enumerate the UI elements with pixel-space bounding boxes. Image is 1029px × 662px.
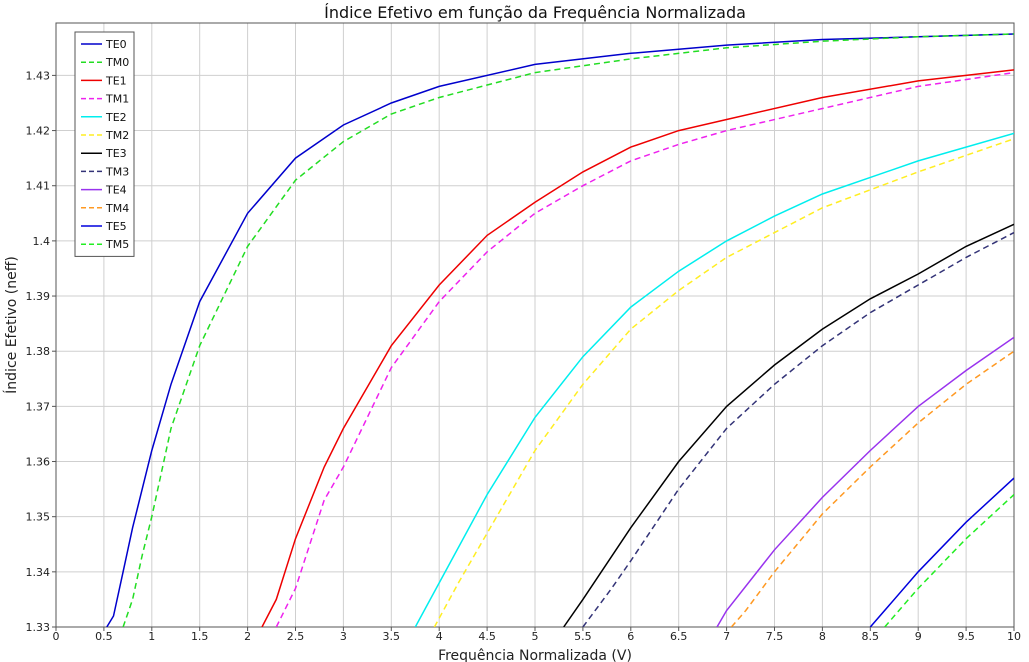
x-tick-label: 9 <box>915 630 922 643</box>
legend-label-te1: TE1 <box>105 74 127 87</box>
chart-title: Índice Efetivo em função da Frequência N… <box>324 3 746 22</box>
legend-label-tm3: TM3 <box>105 165 129 178</box>
x-axis-title: Frequência Normalizada (V) <box>438 648 632 662</box>
legend-label-te3: TE3 <box>105 147 127 160</box>
y-tick-label: 1.41 <box>26 180 51 193</box>
legend-label-te2: TE2 <box>105 111 127 124</box>
x-tick-label: 5 <box>532 630 539 643</box>
legend-label-tm0: TM0 <box>105 56 129 69</box>
x-tick-label: 2 <box>244 630 251 643</box>
series-line-te3 <box>563 223 1014 627</box>
x-tick-label: 5.5 <box>574 630 592 643</box>
x-tick-label: 4 <box>436 630 443 643</box>
x-tick-label: 4.5 <box>478 630 496 643</box>
legend-label-tm2: TM2 <box>105 129 129 142</box>
series-line-te2 <box>414 132 1014 627</box>
x-tick-label: 1.5 <box>191 630 209 643</box>
x-tick-label: 9.5 <box>957 630 975 643</box>
series-line-te0 <box>106 33 1014 627</box>
legend-box <box>74 31 135 257</box>
series-line-tm3 <box>582 231 1014 627</box>
y-tick-label: 1.34 <box>26 566 51 579</box>
y-tick-label: 1.37 <box>26 400 51 413</box>
series-line-te4 <box>716 336 1014 627</box>
x-tick-label: 0 <box>53 630 60 643</box>
x-tick-label: 6 <box>627 630 634 643</box>
y-tick-label: 1.42 <box>26 125 51 138</box>
x-axis: 0 0.5 1 1.5 2 2.5 3 3.5 4 4.5 5 5.5 6 6.5 7 7.5 8 8.5 9 9.5… <box>53 627 1021 643</box>
y-tick-label: 1.39 <box>26 290 51 303</box>
x-tick-label: 10 <box>1007 630 1021 643</box>
legend-label-tm4: TM4 <box>105 202 129 215</box>
x-tick-label: 2.5 <box>287 630 305 643</box>
y-tick-label: 1.43 <box>26 69 51 82</box>
series-line-te5 <box>869 477 1014 627</box>
series-line-te1 <box>261 69 1014 627</box>
legend-label-te0: TE0 <box>105 38 127 51</box>
series-line-tm2 <box>433 138 1014 627</box>
y-tick-label: 1.4 <box>33 235 51 248</box>
grid <box>55 23 1015 628</box>
legend-label-tm1: TM1 <box>105 93 129 106</box>
x-tick-label: 7.5 <box>766 630 784 643</box>
x-tick-label: 1 <box>148 630 155 643</box>
x-tick-label: 8 <box>819 630 826 643</box>
series-line-tm5 <box>884 494 1014 627</box>
y-axis: 1.33 1.34 1.35 1.36 1.37 1.38 1.39 1.4 1.41 1.42 1… <box>26 69 56 634</box>
series-line-tm1 <box>275 71 1014 627</box>
x-tick-label: 8.5 <box>862 630 880 643</box>
x-tick-label: 3.5 <box>383 630 401 643</box>
legend: TE0 TM0 TE1 TM1 TE2 TM2 TE3 TM3 TE4 TM4 TE5 TM5 <box>74 31 135 257</box>
y-tick-label: 1.33 <box>26 621 51 634</box>
legend-label-tm5: TM5 <box>105 238 129 251</box>
legend-label-te5: TE5 <box>105 220 127 233</box>
series-line-tm0 <box>122 33 1014 627</box>
x-tick-label: 6.5 <box>670 630 688 643</box>
legend-label-te4: TE4 <box>105 184 127 197</box>
x-tick-label: 0.5 <box>95 630 113 643</box>
y-tick-label: 1.38 <box>26 345 51 358</box>
y-tick-label: 1.35 <box>26 511 51 524</box>
x-tick-label: 7 <box>723 630 730 643</box>
series-lines <box>106 33 1014 627</box>
x-tick-label: 3 <box>340 630 347 643</box>
y-axis-title: Índice Efetivo (neff) <box>3 256 20 394</box>
y-tick-label: 1.36 <box>26 456 51 469</box>
